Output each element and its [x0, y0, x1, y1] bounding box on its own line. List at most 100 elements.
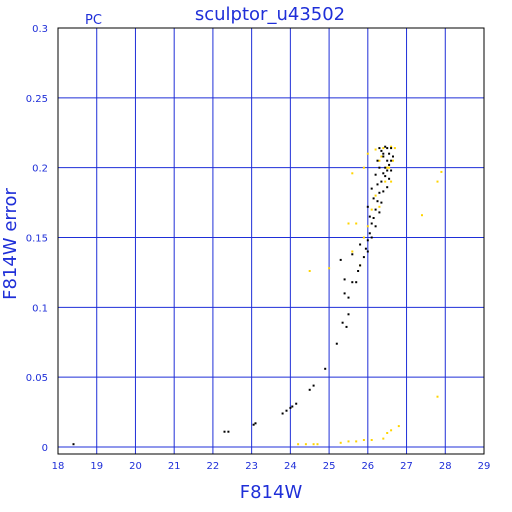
- data-point-black: [370, 187, 373, 190]
- data-point-black: [370, 222, 373, 225]
- data-point-yellow: [392, 159, 394, 162]
- data-point-yellow: [378, 205, 381, 208]
- data-point-yellow: [390, 145, 393, 148]
- data-point-yellow: [347, 222, 350, 225]
- data-point-black: [390, 159, 393, 162]
- data-point-black: [335, 342, 338, 345]
- tick-labels: 18 19 20 21 22 23 24 25 26 27 28 29 0 0.05 0.1 0.15 0.2 0…: [26, 24, 491, 472]
- data-point-black: [347, 296, 350, 299]
- data-point-black: [386, 159, 389, 162]
- data-point-black: [376, 183, 379, 186]
- data-point-yellow: [366, 152, 369, 155]
- data-point-yellow: [436, 180, 439, 183]
- data-point-yellow: [390, 429, 393, 432]
- data-point-yellow: [308, 270, 311, 272]
- data-point-yellow: [386, 432, 389, 434]
- data-point-black: [382, 155, 385, 158]
- data-point-black: [392, 155, 394, 158]
- x-axis-label: F814W: [240, 482, 303, 503]
- data-point-black: [368, 215, 371, 218]
- data-point-black: [295, 402, 298, 405]
- data-point-yellow: [339, 441, 342, 444]
- data-point-black: [372, 217, 375, 219]
- x-tick-label: 25: [323, 461, 336, 472]
- data-point-black: [366, 239, 369, 242]
- data-point-black: [382, 172, 385, 175]
- data-point-yellow: [370, 439, 373, 441]
- data-point-black: [388, 152, 391, 155]
- data-point-black: [357, 270, 360, 272]
- data-point-black: [343, 278, 346, 281]
- data-point-black: [308, 388, 311, 391]
- data-point-black: [291, 405, 294, 408]
- data-point-yellow: [362, 439, 365, 441]
- data-point-black: [366, 205, 369, 208]
- data-points: [72, 145, 443, 446]
- data-point-yellow: [378, 159, 381, 162]
- data-point-yellow: [297, 443, 300, 446]
- data-point-black: [382, 152, 385, 155]
- data-point-yellow: [316, 443, 319, 446]
- data-point-black: [324, 367, 327, 370]
- data-point-yellow: [393, 147, 396, 150]
- data-point-black: [359, 243, 362, 246]
- data-point-yellow: [421, 214, 423, 217]
- data-point-black: [374, 208, 377, 211]
- data-point-black: [376, 159, 379, 162]
- y-tick-label: 0: [42, 443, 48, 454]
- data-point-black: [366, 250, 369, 253]
- data-point-yellow: [374, 148, 377, 151]
- data-point-black: [370, 236, 373, 239]
- data-point-yellow: [355, 222, 358, 225]
- data-point-yellow: [312, 443, 315, 446]
- data-point-black: [386, 186, 389, 189]
- chart-subtitle: PC: [85, 13, 102, 28]
- data-point-yellow: [347, 440, 350, 443]
- y-axis-label: F814W error: [0, 188, 21, 300]
- data-point-yellow: [374, 194, 377, 197]
- data-point-yellow: [351, 250, 354, 253]
- chart-title: sculptor_u43502: [195, 4, 345, 25]
- x-tick-label: 24: [284, 461, 297, 472]
- x-tick-label: 28: [439, 461, 452, 472]
- data-point-yellow: [386, 166, 389, 169]
- y-tick-label: 0.1: [32, 303, 48, 314]
- data-point-yellow: [436, 395, 439, 398]
- data-point-black: [368, 232, 371, 235]
- data-point-black: [378, 191, 381, 194]
- y-tick-label: 0.15: [26, 234, 48, 245]
- x-tick-label: 20: [129, 461, 142, 472]
- data-point-black: [72, 443, 75, 446]
- x-tick-label: 29: [478, 461, 491, 472]
- data-point-black: [351, 281, 354, 284]
- data-point-black: [339, 258, 342, 261]
- x-tick-label: 26: [361, 461, 374, 472]
- data-point-black: [372, 197, 375, 200]
- data-point-yellow: [362, 166, 365, 169]
- data-point-black: [374, 173, 377, 176]
- data-point-black: [347, 313, 350, 316]
- data-point-black: [362, 256, 365, 259]
- data-point-yellow: [328, 267, 331, 270]
- data-point-yellow: [384, 180, 387, 183]
- data-point-black: [345, 325, 348, 328]
- data-point-yellow: [440, 170, 443, 173]
- y-tick-label: 0.25: [26, 94, 48, 105]
- x-tick-label: 22: [207, 461, 220, 472]
- x-tick-label: 23: [245, 461, 258, 472]
- data-point-yellow: [382, 147, 385, 150]
- data-point-yellow: [366, 225, 369, 228]
- data-point-black: [252, 423, 255, 426]
- data-point-black: [254, 422, 257, 425]
- data-point-black: [384, 166, 387, 169]
- data-point-yellow: [370, 208, 373, 211]
- data-point-black: [285, 409, 288, 412]
- y-tick-label: 0.05: [26, 373, 48, 384]
- data-point-black: [390, 169, 393, 172]
- data-point-black: [378, 211, 381, 214]
- data-point-black: [382, 190, 385, 193]
- y-tick-label: 0.2: [32, 164, 48, 175]
- data-point-black: [359, 264, 362, 267]
- data-point-black: [386, 147, 389, 150]
